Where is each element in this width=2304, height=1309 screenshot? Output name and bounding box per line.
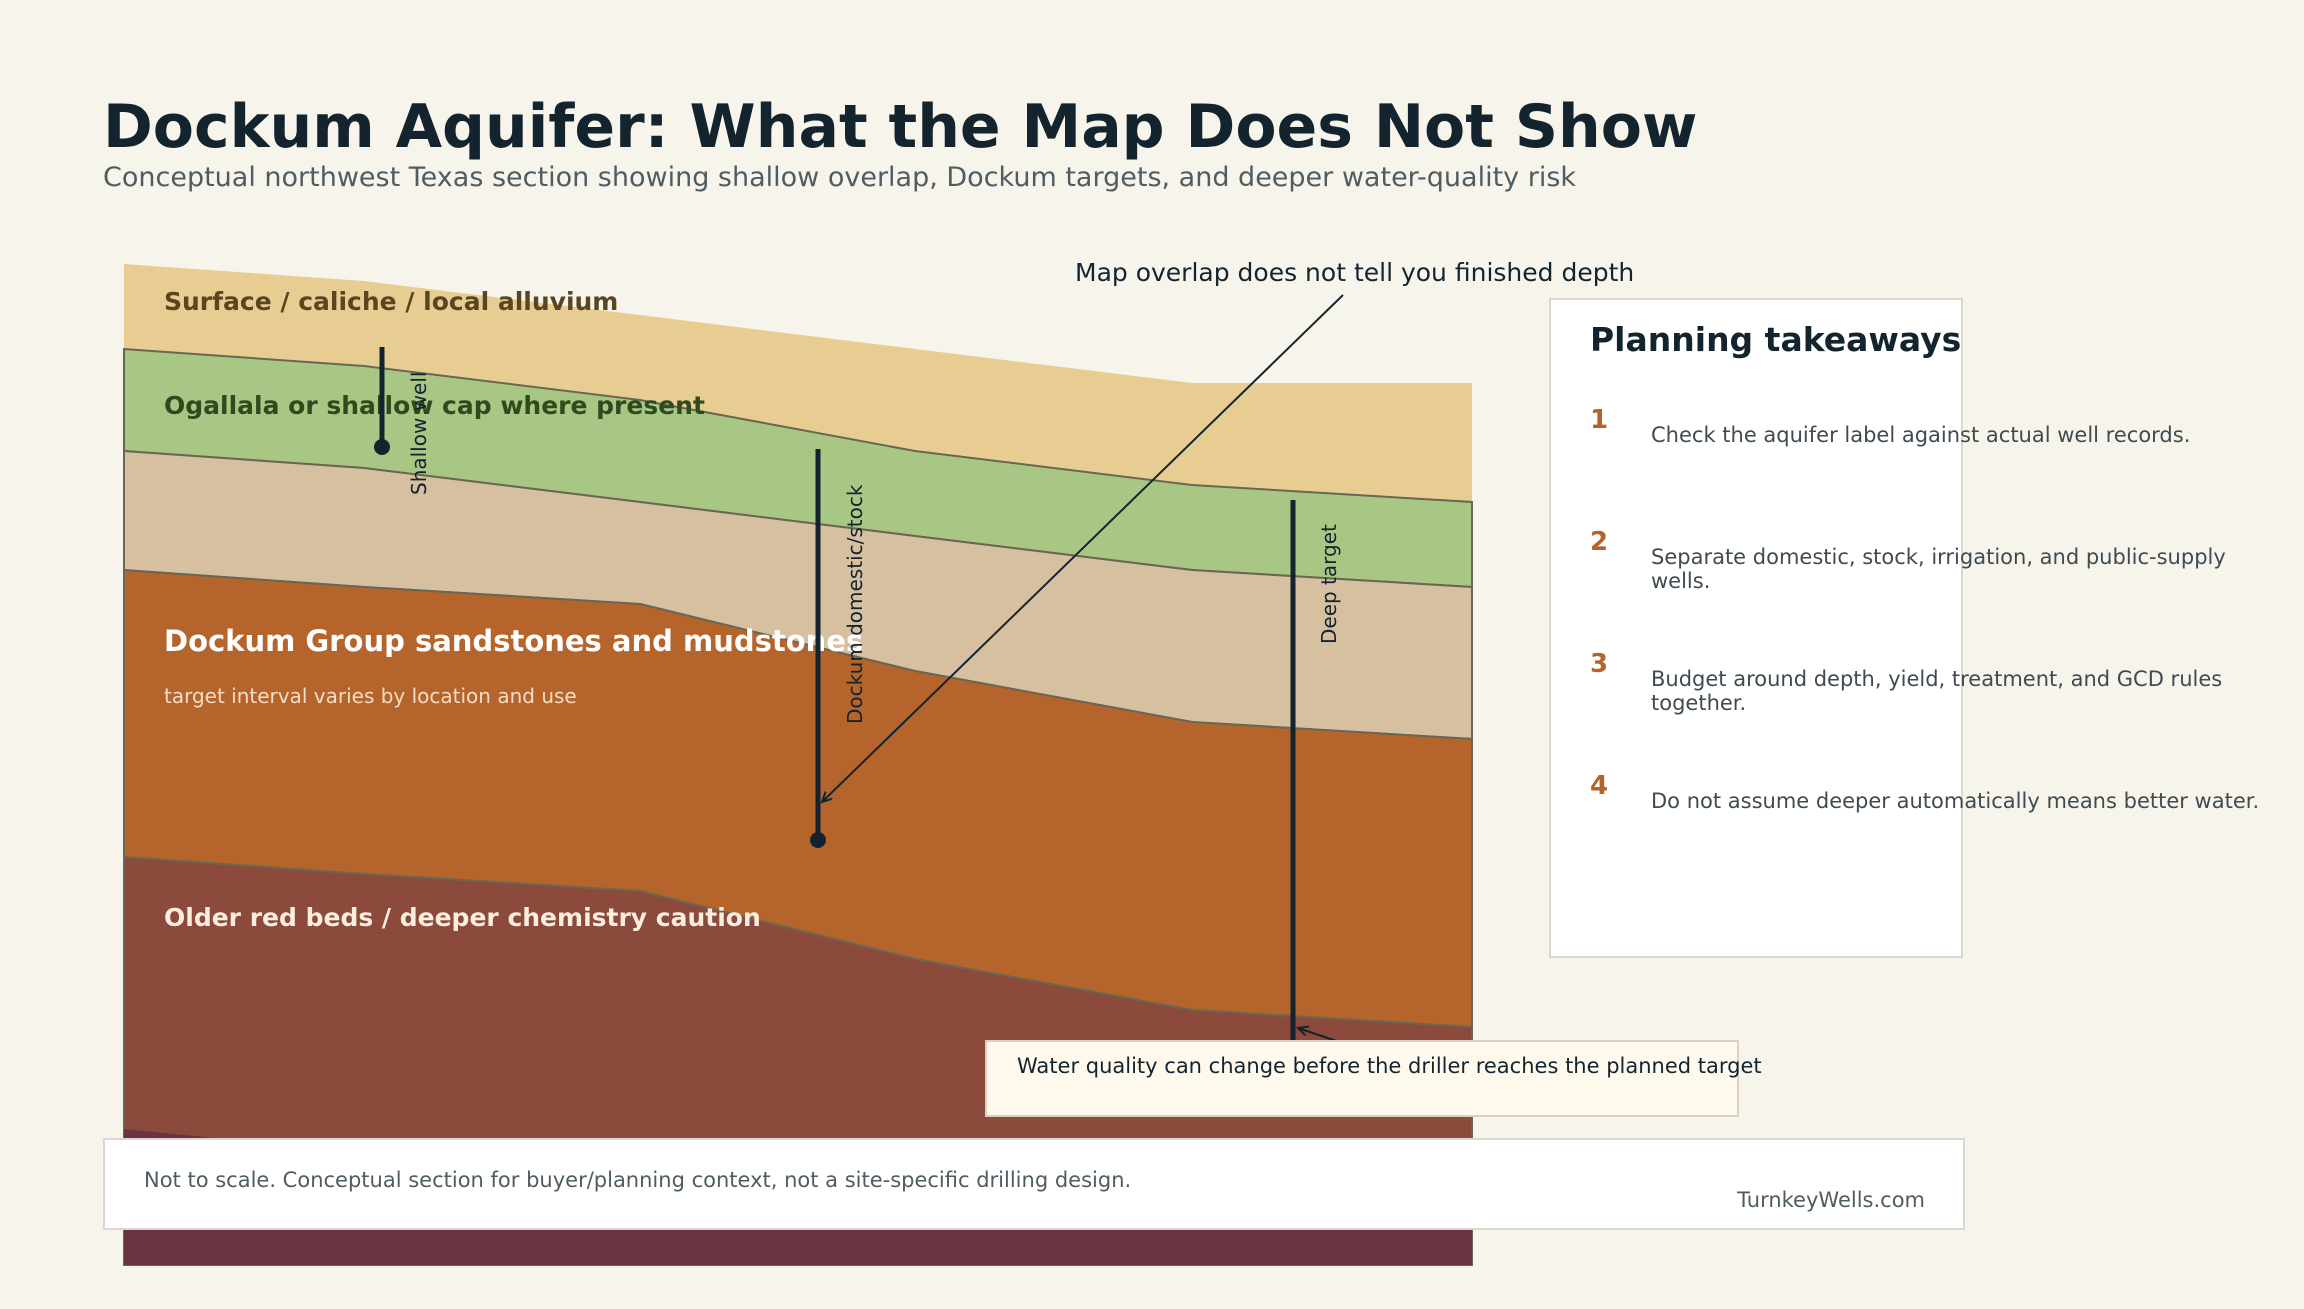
layer-label-dockum: Dockum Group sandstones and mudstones [164, 624, 863, 658]
takeaway-item-2: 2 Separate domestic, stock, irrigation, … [1551, 527, 2304, 637]
panel-title: Planning takeaways [1590, 320, 1962, 359]
takeaway-number: 4 [1590, 771, 1609, 801]
planning-takeaways-panel: Planning takeaways 1 Check the aquifer l… [1549, 298, 2259, 958]
map-overlap-annotation: Map overlap does not tell you finished d… [1075, 258, 1635, 287]
shallow-well-bottom [374, 439, 390, 455]
deep-well-label: Deep target [1317, 524, 1341, 644]
takeaway-number: 3 [1590, 649, 1609, 679]
water-quality-callout: Water quality can change before the dril… [985, 1040, 1762, 1117]
footer-brand: TurnkeyWells.com [1737, 1188, 1925, 1212]
takeaway-item-3: 3 Budget around depth, yield, treatment,… [1551, 649, 2304, 759]
takeaway-number: 2 [1590, 527, 1609, 557]
layer-surface [124, 264, 1472, 502]
layer-label-surface: Surface / caliche / local alluvium [164, 287, 618, 316]
dockum-well-label: Dockum domestic/stock [843, 484, 867, 724]
takeaway-item-1: 1 Check the aquifer label against actual… [1551, 405, 2304, 515]
map-overlap-arrow [822, 294, 1344, 802]
layer-label-older-red-beds: Older red beds / deeper chemistry cautio… [164, 903, 761, 932]
dockum-well-bottom [810, 832, 826, 848]
takeaway-text: Check the aquifer label against actual w… [1651, 423, 2191, 447]
page-subtitle: Conceptual northwest Texas section showi… [103, 162, 1577, 193]
takeaway-text: Do not assume deeper automatically means… [1651, 789, 2260, 813]
footer-note: Not to scale. Conceptual section for buy… [144, 1168, 1132, 1192]
footer-note-box: Not to scale. Conceptual section for buy… [103, 1138, 1965, 1230]
water-quality-text: Water quality can change before the dril… [1017, 1054, 1762, 1078]
takeaway-number: 1 [1590, 405, 1609, 435]
page-title: Dockum Aquifer: What the Map Does Not Sh… [103, 92, 1698, 162]
layer-label-ogallala: Ogallala or shallow cap where present [164, 391, 705, 420]
takeaway-text: Separate domestic, stock, irrigation, an… [1651, 545, 2226, 593]
takeaway-text: Budget around depth, yield, treatment, a… [1651, 667, 2223, 715]
shallow-well-label: Shallow well [407, 372, 431, 495]
takeaway-item-4: 4 Do not assume deeper automatically mea… [1551, 771, 2304, 881]
layer-sublabel-dockum: target interval varies by location and u… [164, 684, 577, 708]
